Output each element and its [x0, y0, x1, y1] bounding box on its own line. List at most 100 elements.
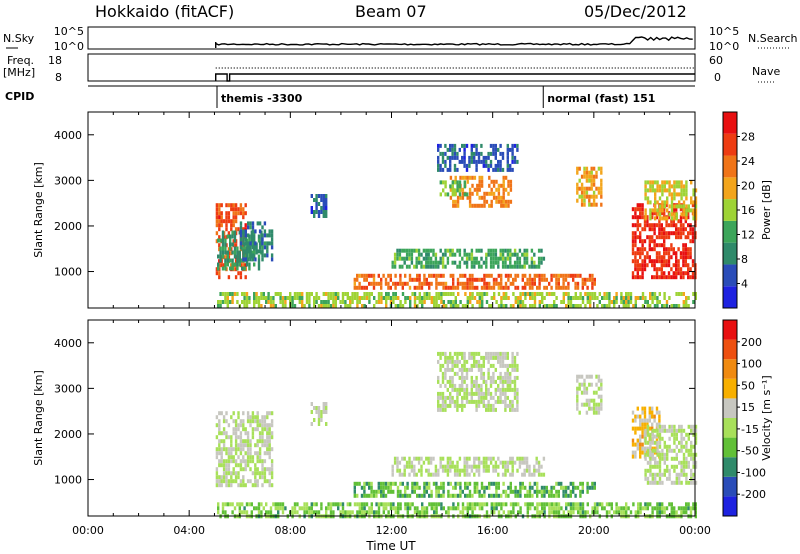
heatmap-cell: [370, 481, 373, 486]
heatmap-cell: [579, 304, 582, 308]
heatmap-cell: [227, 211, 231, 216]
heatmap-cell: [675, 432, 678, 437]
heatmap-cell: [639, 255, 642, 260]
heatmap-cell: [365, 273, 368, 278]
heatmap-cell: [244, 483, 247, 488]
heatmap-cell: [513, 359, 517, 364]
heatmap-cell: [564, 489, 568, 494]
heatmap-cell: [661, 192, 664, 197]
heatmap-cell: [550, 485, 553, 490]
heatmap-cell: [691, 259, 695, 264]
heatmap-cell: [242, 479, 245, 484]
heatmap-cell: [651, 422, 654, 427]
heatmap-cell: [325, 300, 328, 304]
heatmap-cell: [439, 151, 442, 156]
heatmap-cell: [459, 273, 462, 278]
heatmap-cell: [263, 467, 267, 472]
heatmap-cell: [675, 212, 678, 217]
heatmap-cell: [521, 264, 524, 269]
heatmap-cell: [521, 277, 524, 282]
heatmap-cell: [227, 231, 231, 236]
heatmap-cell: [480, 159, 483, 164]
heatmap-cell: [465, 391, 469, 396]
heatmap-cell: [494, 143, 497, 148]
heatmap-cell: [226, 234, 229, 239]
heatmap-cell: [332, 510, 335, 515]
heatmap-cell: [672, 275, 675, 280]
heatmap-cell: [516, 375, 519, 380]
heatmap-cell: [654, 204, 657, 209]
heatmap-cell: [470, 151, 473, 156]
heatmap-cell: [649, 180, 652, 185]
heatmap-cell: [303, 304, 306, 308]
heatmap-cell: [466, 300, 469, 304]
heatmap-cell: [234, 219, 238, 224]
heatmap-cell: [230, 447, 233, 452]
heatmap-cell: [668, 436, 671, 441]
heatmap-cell: [679, 235, 683, 240]
heatmap-cell: [473, 256, 476, 261]
heatmap-cell: [410, 248, 414, 253]
heatmap-cell: [232, 459, 235, 464]
heatmap-cell: [485, 252, 488, 257]
heatmap-cell: [441, 351, 445, 356]
heatmap-cell: [255, 250, 258, 255]
heatmap-cell: [456, 468, 459, 473]
heatmap-cell: [583, 382, 586, 387]
heatmap-cell: [580, 190, 584, 195]
colorbar-frame: [722, 319, 738, 517]
heatmap-cell: [533, 489, 536, 494]
heatmap-cell: [528, 285, 532, 290]
heatmap-cell: [625, 304, 628, 308]
heatmap-cell: [668, 444, 671, 449]
heatmap-cell: [581, 489, 584, 494]
heatmap-cell: [692, 476, 695, 481]
heatmap-cell: [225, 451, 228, 456]
heatmap-cell: [533, 468, 536, 473]
heatmap-cell: [416, 493, 419, 498]
heatmap-cell: [322, 410, 325, 414]
heatmap-cell: [666, 452, 669, 457]
heatmap-cell: [513, 363, 517, 368]
heatmap-cell: [500, 273, 503, 278]
heatmap-cell: [415, 264, 418, 269]
heatmap-cell: [477, 359, 481, 364]
heatmap-cell: [248, 238, 251, 243]
heatmap-cell: [453, 163, 457, 168]
heatmap-cell: [504, 281, 508, 286]
heatmap-cell: [237, 471, 240, 476]
heatmap-cell: [583, 390, 586, 395]
heatmap-cell: [466, 493, 469, 498]
heatmap-cell: [514, 502, 517, 507]
heatmap-cell: [482, 403, 485, 408]
heatmap-cell: [501, 359, 505, 364]
heatmap-cell: [691, 203, 695, 208]
heatmap-cell: [327, 502, 330, 507]
heatmap-cell: [641, 418, 644, 423]
freq-tick-top: 18: [48, 54, 62, 67]
heatmap-cell: [685, 506, 688, 511]
heatmap-cell: [263, 475, 267, 480]
heatmap-cell: [675, 251, 678, 256]
heatmap-cell: [636, 275, 639, 280]
heatmap-cell: [483, 281, 486, 286]
heatmap-cell: [473, 260, 476, 265]
heatmap-cell: [579, 292, 582, 296]
heatmap-cell: [218, 439, 221, 444]
heatmap-cell: [421, 304, 424, 308]
heatmap-cell: [631, 223, 635, 228]
heatmap-cell: [373, 304, 376, 308]
heatmap-cell: [320, 418, 323, 422]
heatmap-cell: [476, 203, 479, 208]
heatmap-cell: [242, 419, 245, 424]
heatmap-cell: [453, 387, 457, 392]
heatmap-cell: [370, 489, 373, 494]
heatmap-cell: [413, 285, 416, 290]
heatmap-cell: [600, 406, 603, 411]
heatmap-cell: [470, 355, 473, 360]
heatmap-cell: [270, 233, 274, 238]
heatmap-cell: [654, 188, 657, 193]
heatmap-cell: [651, 426, 654, 431]
heatmap-cell: [557, 277, 560, 282]
heatmap-cell: [507, 493, 510, 498]
